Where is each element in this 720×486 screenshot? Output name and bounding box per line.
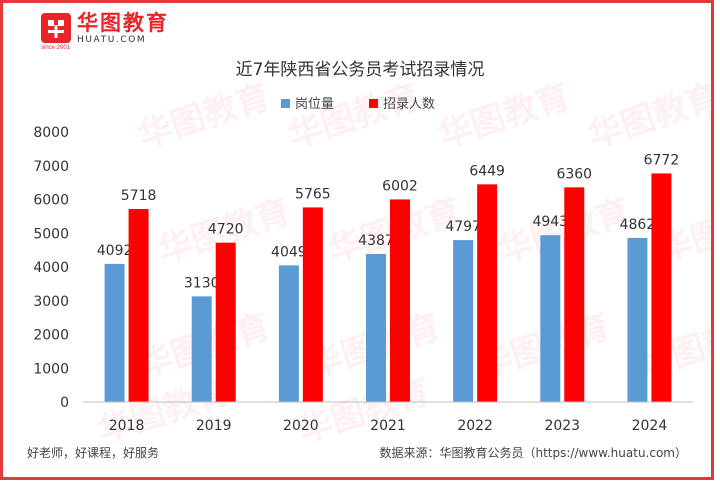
x-tick-label: 2018 <box>109 418 145 434</box>
x-tick-label: 2020 <box>283 418 319 434</box>
brand-logo: since 2001 华图教育 HUATU.COM <box>41 10 169 51</box>
y-tick-label: 8000 <box>33 125 69 141</box>
logo-chinese-text: 华图教育 <box>77 10 169 35</box>
bar-hires <box>651 173 672 402</box>
watermark-text: 华图教育 <box>433 76 575 156</box>
legend-swatch <box>369 99 378 108</box>
data-label: 6449 <box>469 163 505 179</box>
footer-slogan: 好老师，好课程，好服务 <box>27 446 160 460</box>
y-tick-label: 6000 <box>33 193 69 209</box>
data-label: 6360 <box>556 166 592 182</box>
watermark-text: 华图教育 <box>583 76 711 156</box>
x-tick-label: 2024 <box>632 418 668 434</box>
bar-positions <box>627 237 648 402</box>
data-label: 5765 <box>295 186 331 202</box>
watermark-text: 华图教育 <box>493 191 635 271</box>
chart-title: 近7年陕西省公务员考试招录情况 <box>236 60 485 80</box>
legend-swatch <box>281 99 290 108</box>
data-label: 4720 <box>208 222 244 238</box>
bar-positions <box>540 235 561 402</box>
y-tick-label: 1000 <box>33 361 69 377</box>
bar-hires <box>128 209 149 402</box>
x-tick-label: 2021 <box>370 418 406 434</box>
data-label: 3130 <box>184 275 220 291</box>
x-tick-label: 2022 <box>457 418 493 434</box>
bar-positions <box>278 265 299 402</box>
data-label: 4387 <box>358 233 394 249</box>
legend-label: 招录人数 <box>383 97 435 112</box>
bar-positions <box>104 263 125 402</box>
y-tick-label: 0 <box>60 395 69 411</box>
bar-hires <box>564 187 585 402</box>
logo-english-text: HUATU.COM <box>77 34 147 45</box>
data-label: 6002 <box>382 178 418 194</box>
bar-hires <box>390 199 410 402</box>
data-label: 4862 <box>620 217 656 233</box>
data-label: 4049 <box>271 244 307 260</box>
legend-label: 岗位量 <box>295 97 334 112</box>
logo-since-text: since 2001 <box>41 45 71 51</box>
watermark-text: 华图教育 <box>133 76 275 156</box>
data-label: 6772 <box>644 152 680 168</box>
data-label: 4797 <box>445 219 481 235</box>
chart-frame: since 2001 华图教育 HUATU.COM 华图教育 华图教育 华图教育 华图… <box>0 0 714 480</box>
footer-source: 数据来源：华图教育公务员（https://www.huatu.com） <box>379 446 688 460</box>
data-label: 4092 <box>97 243 133 259</box>
y-tick-label: 4000 <box>33 260 69 276</box>
bar-hires <box>477 184 498 402</box>
data-label: 5718 <box>121 188 157 204</box>
bar-positions <box>366 253 386 402</box>
x-tick-label: 2023 <box>544 418 580 434</box>
data-label: 4943 <box>532 214 568 230</box>
x-tick-label: 2019 <box>196 418 232 434</box>
bar-hires <box>302 207 323 402</box>
bar-hires <box>215 242 236 402</box>
y-tick-label: 5000 <box>33 226 69 242</box>
y-tick-label: 2000 <box>33 328 69 344</box>
bar-positions <box>453 240 474 402</box>
brand-logo-icon: since 2001 <box>41 13 71 51</box>
bar-positions <box>191 296 212 402</box>
y-tick-label: 7000 <box>33 159 69 175</box>
y-tick-label: 3000 <box>33 294 69 310</box>
watermark-text: 华图教育 <box>283 76 425 156</box>
